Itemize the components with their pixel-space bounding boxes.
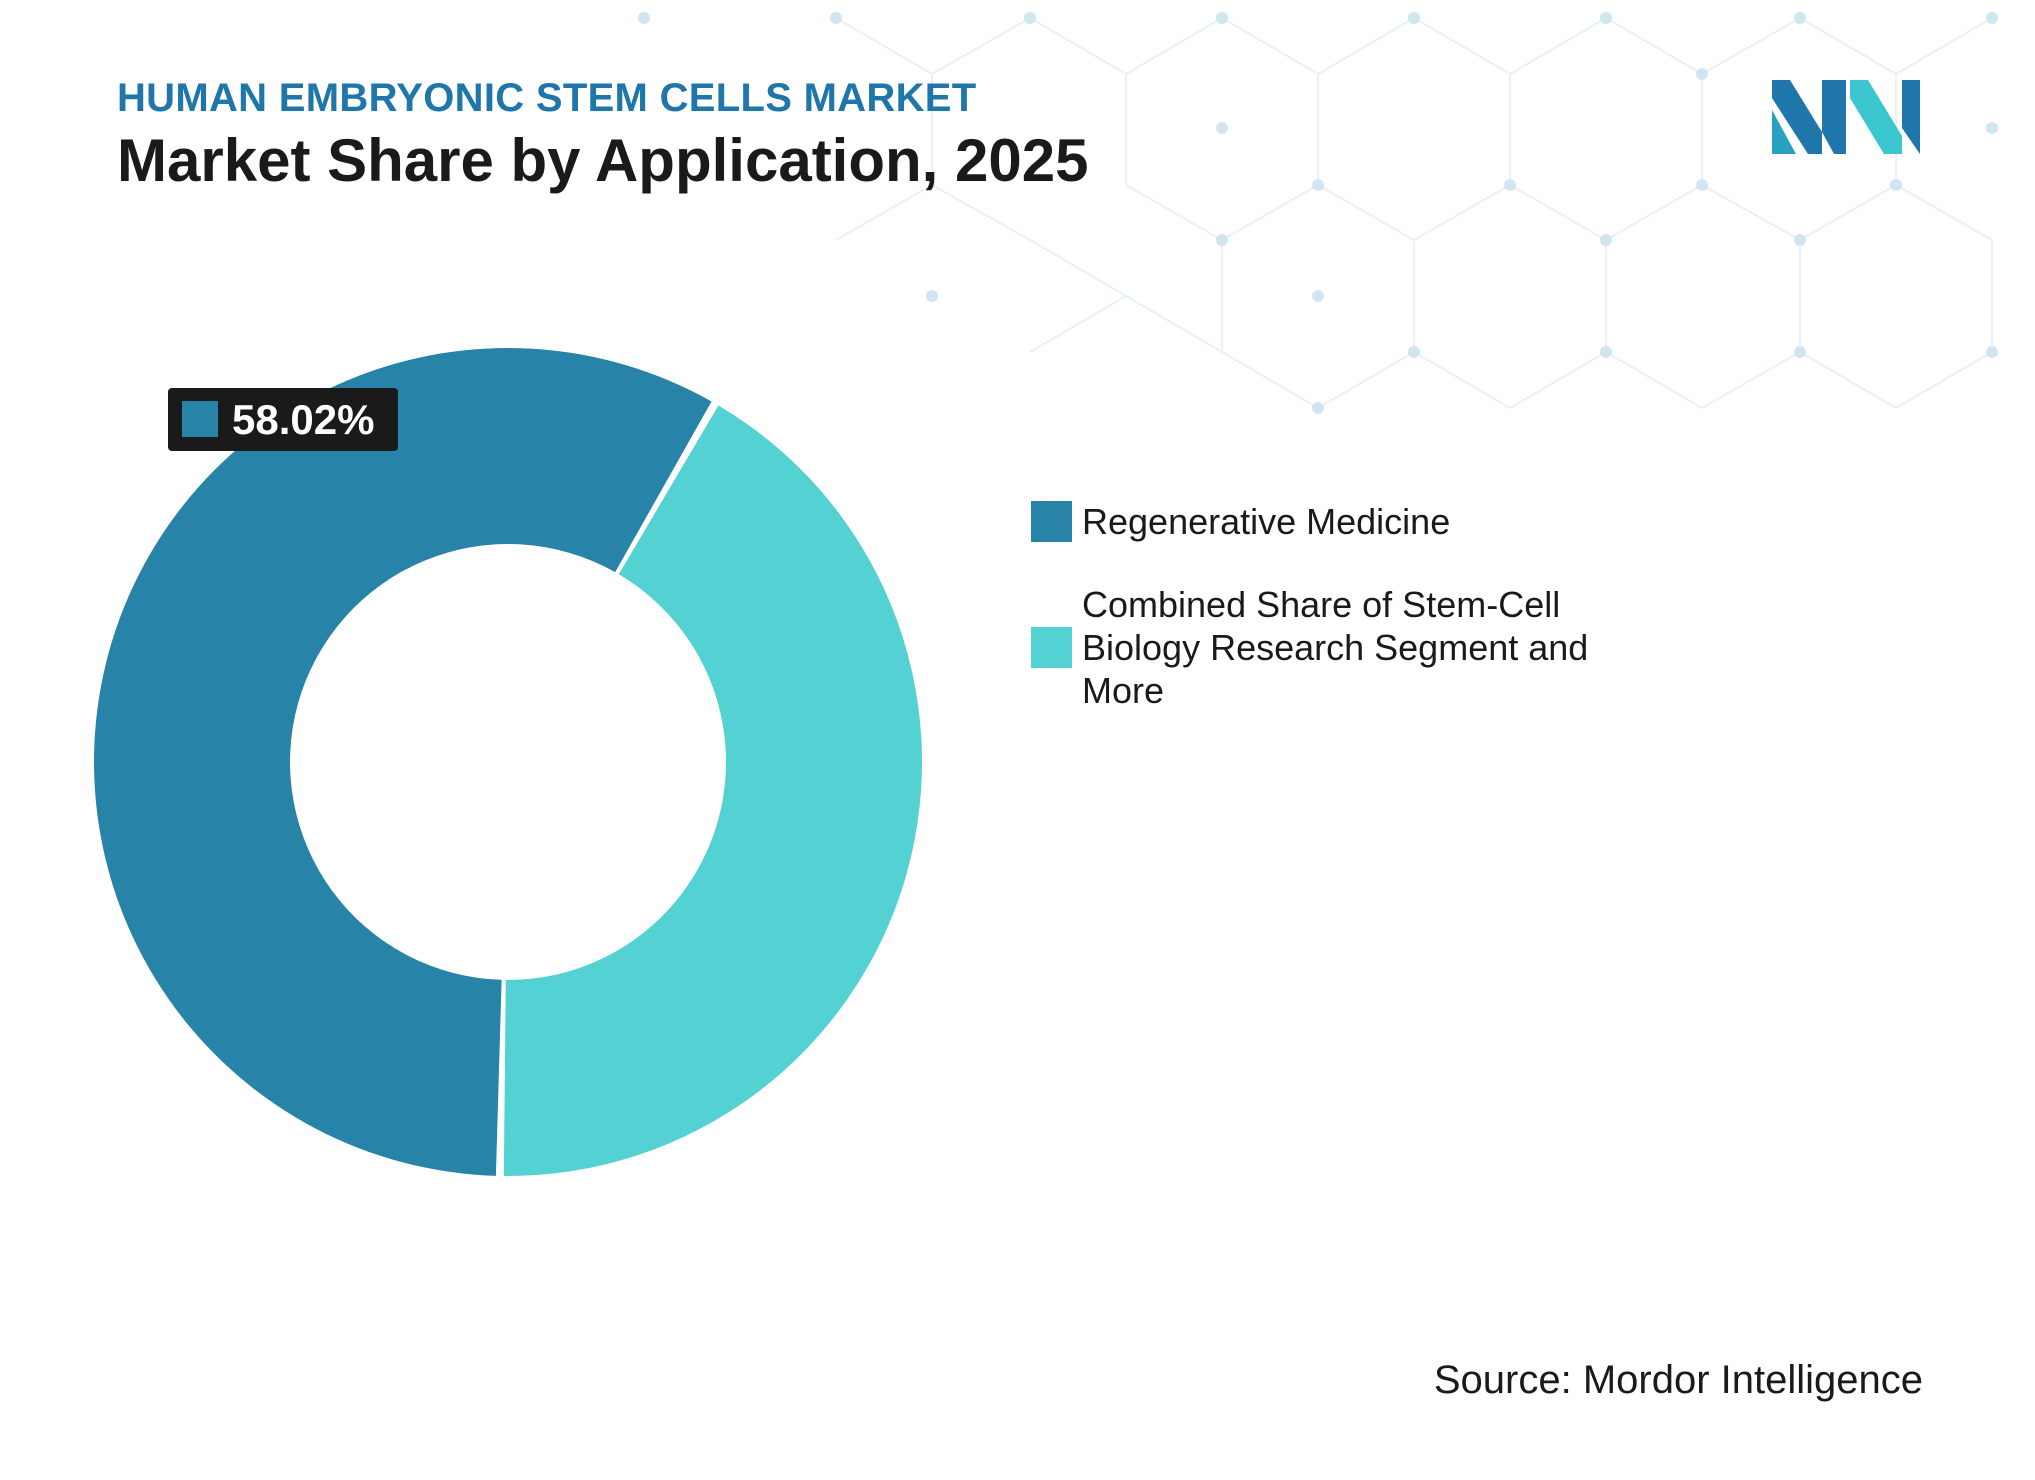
chart-title: Market Share by Application, 2025 bbox=[117, 127, 1089, 194]
pattern-dot bbox=[1696, 179, 1708, 191]
legend-label: Combined Share of Stem-Cell Biology Rese… bbox=[1082, 584, 1589, 711]
pattern-dot bbox=[1794, 12, 1806, 24]
mordor-intelligence-logo-icon bbox=[1772, 80, 1920, 154]
pattern-line bbox=[1895, 351, 1993, 409]
pattern-dot bbox=[1024, 12, 1036, 24]
pattern-dot bbox=[1216, 234, 1228, 246]
legend-label: Regenerative Medicine bbox=[1082, 501, 1451, 542]
pattern-line bbox=[1701, 184, 1801, 241]
data-label-swatch bbox=[182, 401, 218, 437]
pattern-line bbox=[931, 17, 1031, 75]
logo-shape-mid bbox=[1822, 80, 1846, 154]
pattern-line bbox=[1799, 17, 1897, 75]
legend-item-stem-cell-biology-research: Combined Share of Stem-Cell Biology Rese… bbox=[1031, 583, 1691, 712]
pattern-dot bbox=[1408, 346, 1420, 358]
source-note: Source: Mordor Intelligence bbox=[1433, 1358, 1923, 1402]
pattern-line bbox=[1701, 351, 1801, 409]
pattern-dot bbox=[1504, 179, 1516, 191]
pattern-dot bbox=[638, 12, 650, 24]
pattern-line bbox=[1221, 184, 1319, 241]
donut-slice-stem-cell-biology-research bbox=[503, 405, 922, 1177]
pattern-dot bbox=[1216, 122, 1228, 134]
pattern-line bbox=[1799, 351, 1897, 409]
logo-shape-left bbox=[1772, 80, 1822, 154]
pattern-dot bbox=[830, 12, 842, 24]
pattern-line bbox=[1701, 17, 1801, 75]
pattern-line bbox=[1413, 351, 1511, 409]
pattern-line bbox=[1317, 17, 1415, 75]
chart-subtitle: HUMAN EMBRYONIC STEM CELLS MARKET bbox=[117, 76, 977, 120]
pattern-dot bbox=[1890, 179, 1902, 191]
pattern-line bbox=[1799, 184, 1897, 241]
pattern-line bbox=[1413, 184, 1511, 241]
pattern-line bbox=[1125, 17, 1223, 75]
pattern-line bbox=[1895, 184, 1993, 241]
pattern-line bbox=[1317, 351, 1415, 409]
pattern-line bbox=[1605, 351, 1703, 409]
pattern-dot bbox=[1312, 290, 1324, 302]
legend-swatch bbox=[1031, 501, 1072, 542]
pattern-dot bbox=[1696, 68, 1708, 80]
pattern-dot bbox=[1312, 179, 1324, 191]
pattern-dot bbox=[1794, 346, 1806, 358]
pattern-line bbox=[931, 184, 1031, 241]
data-label-regenerative-medicine: 58.02% bbox=[168, 388, 398, 451]
pattern-dot bbox=[1408, 12, 1420, 24]
data-label-background bbox=[168, 388, 398, 451]
pattern-line bbox=[1509, 351, 1607, 409]
pattern-line bbox=[1509, 184, 1607, 241]
chart-legend: Regenerative Medicine Combined Share of … bbox=[1031, 500, 1691, 752]
pattern-dot bbox=[1216, 12, 1228, 24]
pattern-line bbox=[1317, 184, 1415, 241]
pattern-dot bbox=[1600, 12, 1612, 24]
pattern-line bbox=[1895, 17, 1993, 75]
pattern-line bbox=[1605, 17, 1703, 75]
pattern-line bbox=[1605, 184, 1703, 241]
pattern-line bbox=[1125, 295, 1223, 353]
pattern-line bbox=[835, 17, 933, 75]
pattern-line bbox=[1029, 295, 1127, 353]
pattern-line bbox=[1029, 17, 1127, 75]
pattern-line bbox=[1221, 351, 1319, 409]
pattern-line bbox=[1413, 17, 1511, 75]
legend-swatch bbox=[1031, 627, 1072, 668]
pattern-line bbox=[1125, 184, 1223, 241]
pattern-dot bbox=[1986, 122, 1998, 134]
pattern-line bbox=[1221, 17, 1319, 75]
pattern-dot bbox=[1794, 234, 1806, 246]
logo-shape-right-bar bbox=[1902, 80, 1920, 154]
pattern-dot bbox=[1312, 402, 1324, 414]
pattern-dot bbox=[1986, 346, 1998, 358]
pattern-dot bbox=[1600, 234, 1612, 246]
pattern-line bbox=[835, 184, 933, 241]
donut-slice-regenerative-medicine bbox=[94, 348, 712, 1176]
pattern-dot bbox=[1600, 346, 1612, 358]
data-label-text: 58.02% bbox=[232, 396, 374, 443]
logo-shape-right bbox=[1850, 80, 1902, 154]
logo-shape-left-bar bbox=[1772, 110, 1796, 154]
pattern-dot bbox=[926, 290, 938, 302]
pattern-line bbox=[1509, 17, 1607, 75]
pattern-line bbox=[1029, 239, 1127, 297]
pattern-dot bbox=[1986, 12, 1998, 24]
legend-item-regenerative-medicine: Regenerative Medicine bbox=[1031, 500, 1691, 543]
